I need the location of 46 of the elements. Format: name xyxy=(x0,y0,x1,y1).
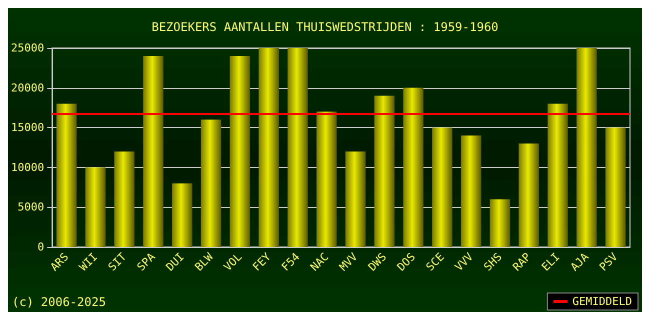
y-tick-label: 15000 xyxy=(10,121,44,134)
x-tick-label: SCE xyxy=(424,250,447,274)
bar xyxy=(605,128,626,247)
bar xyxy=(85,167,106,247)
bar xyxy=(374,96,395,247)
y-tick-label: 5000 xyxy=(18,200,44,214)
bar xyxy=(576,48,597,247)
text: (c) 2006-2025 xyxy=(12,295,106,309)
bar xyxy=(345,151,366,247)
x-tick-label: F54 xyxy=(279,250,303,274)
x-tick-label: RAP xyxy=(510,250,534,274)
x-tick-label: SIT xyxy=(106,250,130,274)
x-tick-label: FEY xyxy=(250,250,274,274)
bar xyxy=(258,48,279,247)
chart-title: BEZOEKERS AANTALLEN THUISWEDSTRIJDEN : 1959-1960 xyxy=(152,20,498,34)
bar xyxy=(230,56,250,247)
x-tick-label: SHS xyxy=(481,250,505,274)
y-tick-label: 0 xyxy=(37,240,44,254)
bar xyxy=(143,56,164,247)
legend-label: GEMIDDELD xyxy=(572,295,632,308)
bar xyxy=(200,120,222,247)
bar xyxy=(432,128,452,247)
x-tick-label: SPA xyxy=(134,250,158,274)
bar xyxy=(288,48,308,247)
y-tick-label: 10000 xyxy=(10,160,44,174)
x-tick-label: DOS xyxy=(394,250,418,274)
y-tick-label: 20000 xyxy=(10,81,44,94)
x-tick-label: ELI xyxy=(539,250,562,274)
x-tick-label: AJA xyxy=(568,250,592,274)
bar xyxy=(114,151,134,247)
y-tick-label: 25000 xyxy=(10,42,44,54)
bar xyxy=(460,136,482,247)
x-tick-label: WII xyxy=(76,250,100,274)
bar xyxy=(172,183,192,247)
x-tick-label: VOL xyxy=(221,250,245,274)
x-tick-label: VVV xyxy=(452,250,476,274)
bar xyxy=(403,88,424,247)
bar xyxy=(548,104,568,247)
bar xyxy=(316,112,337,247)
bar xyxy=(518,144,539,247)
bar xyxy=(56,104,77,247)
x-tick-label: NAC xyxy=(308,250,332,274)
x-tick-label: DUI xyxy=(164,250,187,274)
bar xyxy=(490,199,510,247)
x-tick-label: DWS xyxy=(366,250,389,274)
x-tick-label: ARS xyxy=(48,250,72,274)
